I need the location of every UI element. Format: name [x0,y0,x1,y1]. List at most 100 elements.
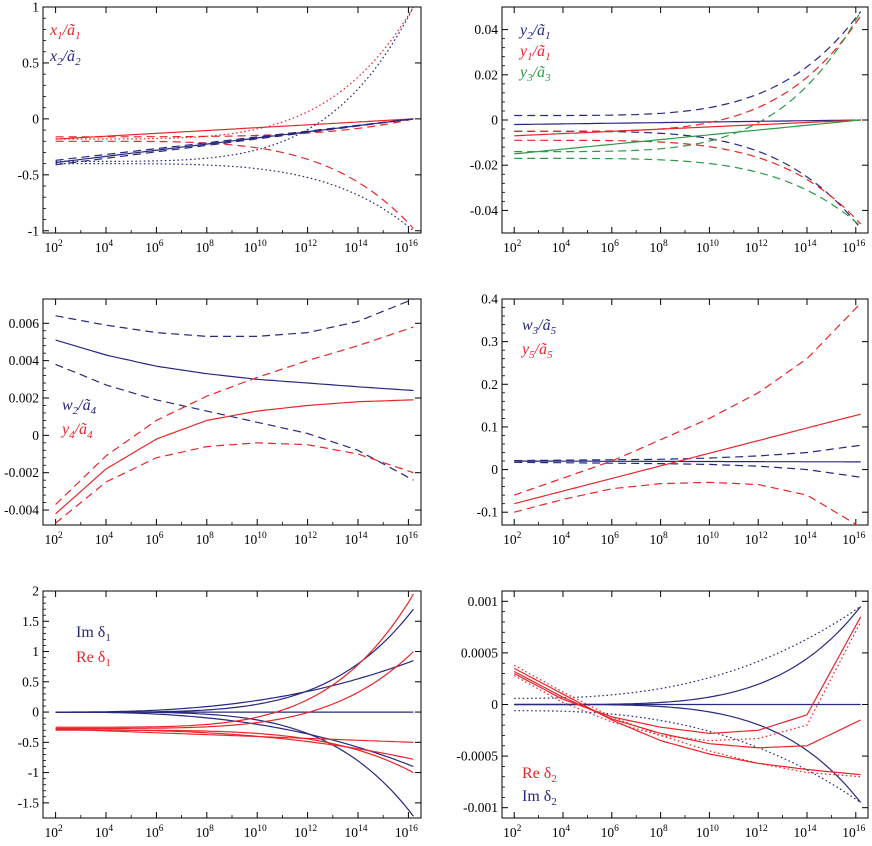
series-line [55,299,414,337]
x-tick-label: 1016 [395,531,418,547]
series-line [55,728,414,743]
x-tick-label: 108 [649,239,668,255]
y-tick-label: 0.5 [22,674,39,689]
series-line [513,670,861,749]
y-tick-label: -0.004 [4,503,39,518]
series-line [55,339,414,392]
series-line [55,711,414,768]
series-line [513,302,862,496]
legend-entry: y5/ã5 [520,341,553,361]
series-line [514,481,859,525]
series-group [55,7,414,232]
x-tick-label: 108 [649,531,668,547]
y-tick-label: -0.02 [470,158,498,173]
x-tick-label: 1012 [294,531,317,547]
legend-entry: y1/ã1 [518,43,551,63]
x-tick-label: 102 [44,531,63,547]
y-tick-label: 0.002 [9,390,39,405]
x-tick-label: 1012 [745,824,768,840]
series-line [55,326,414,505]
x-tick-label: 1014 [794,239,817,255]
x-tick-label: 1014 [345,531,368,547]
series-line [514,413,861,505]
x-tick-label: 108 [196,239,215,255]
series-line [55,140,414,229]
series-group [514,11,862,229]
panel-p6: 0.001 0.0005 0 -0.0005 -0.001 102 104 106 108 101… [456,590,869,840]
x-tick-label: 104 [552,239,571,255]
series-line [55,7,414,140]
series-line [55,442,414,524]
series-group [55,593,414,817]
x-tick-label: 1014 [794,531,817,547]
series-line [514,605,862,699]
plot-frame [42,6,422,234]
x-tick-label: 1016 [842,239,865,255]
legend-entry: Re δ2 [522,765,557,785]
legend-entry: x2/ã2 [49,48,81,68]
series-group [55,299,414,524]
panel-p3: 0.006 0.004 0.002 0 -0.002 -0.004 102 104 106 108… [4,298,422,547]
y-tick-label: 0.0005 [461,645,498,660]
x-tick-label: 1012 [294,824,317,840]
legend-entry: w2/ã4 [62,397,97,417]
y-tick-label: 1 [32,0,39,15]
y-tick-label: -0.0005 [456,749,498,764]
x-tick-label: 104 [95,531,114,547]
series-line [55,711,414,817]
series-line [514,606,862,706]
x-tick-label: 1010 [696,824,719,840]
legend-entry: w3/ã5 [522,317,557,337]
x-tick-label: 1014 [345,239,368,255]
series-line [514,460,861,463]
series-line [55,7,414,162]
x-tick-label: 1012 [745,239,768,255]
y-tick-label: -1 [28,223,39,238]
x-tick-label: 1012 [745,531,768,547]
x-tick-label: 108 [196,824,215,840]
x-tick-label: 1014 [794,824,817,840]
series-line [514,119,861,137]
x-tick-label: 106 [145,824,164,840]
y-tick-label: 1 [32,644,39,659]
series-line [514,119,861,126]
legend-entry: y4/ã4 [60,421,93,441]
y-tick-label: 0 [491,462,498,477]
y-tick-label: -0.002 [4,465,39,480]
x-tick-label: 1010 [244,531,267,547]
y-tick-label: 0.04 [474,22,498,37]
series-line [55,118,414,138]
y-tick-label: 0.5 [22,55,39,70]
legend-entry: Re δ1 [76,649,111,669]
x-tick-label: 106 [145,531,164,547]
x-tick-label: 1016 [395,824,418,840]
series-line [55,593,414,728]
series-line [513,667,861,776]
x-tick-label: 104 [552,531,571,547]
series-line [514,444,861,462]
x-tick-label: 104 [95,824,114,840]
y-tick-label: -1.5 [18,795,40,810]
panel-p4: 0.4 0.3 0.2 0.1 0 -0.1 102 104 106 108 1010 1012 101… [477,292,869,547]
x-tick-label: 106 [601,239,620,255]
legend-entry: Im δ2 [522,788,557,808]
series-line [514,15,862,132]
series-line [55,363,414,481]
x-tick-label: 104 [95,239,114,255]
x-tick-label: 1010 [244,239,267,255]
y-tick-label: -1 [28,765,39,780]
x-tick-label: 1014 [345,824,368,840]
series-line [514,119,861,155]
x-tick-label: 1016 [842,531,865,547]
y-tick-label: 0 [32,705,39,720]
y-tick-label: 0.004 [9,353,40,368]
series-line [55,729,414,774]
x-tick-label: 108 [196,531,215,547]
y-tick-label: 0.3 [481,334,498,349]
y-tick-label: 2 [32,584,39,599]
x-tick-label: 106 [601,531,620,547]
x-tick-label: 1010 [244,824,267,840]
x-tick-label: 1016 [842,824,865,840]
panel-p1: 1 0.5 0 -0.5 -1 102 104 106 108 1010 1012 1014 1016 x… [18,0,422,255]
